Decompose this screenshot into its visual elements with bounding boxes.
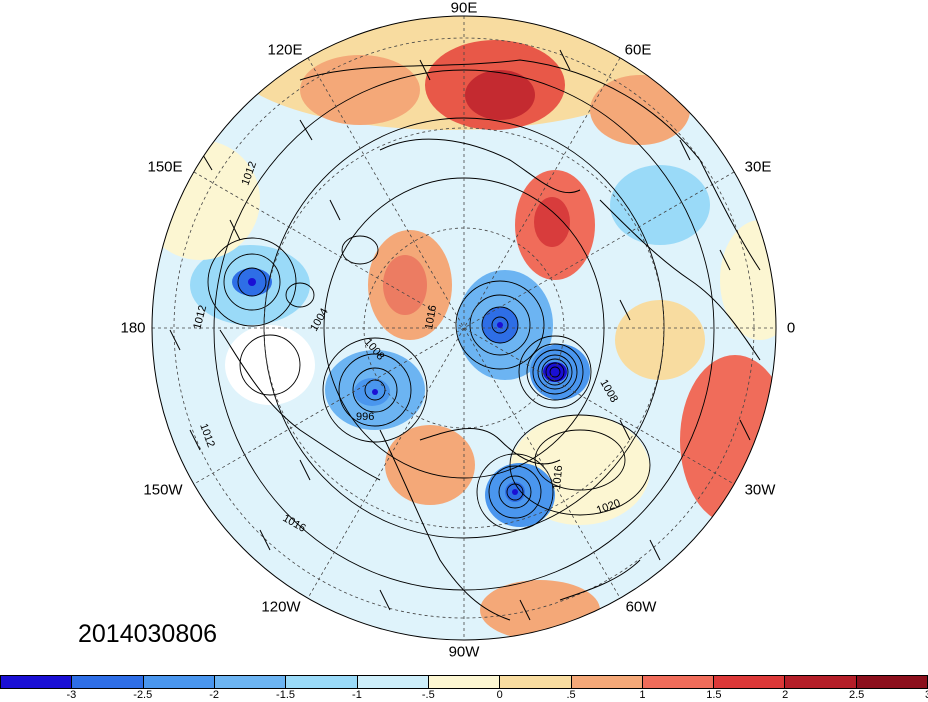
colorbar-cell [571,676,643,688]
colorbar-cell [642,676,715,688]
colorbar-cell [714,676,786,688]
colorbar-tick-label: -1.5 [276,689,296,701]
contour-label: 996 [356,411,374,423]
colorbar-cell [214,676,287,688]
lon-label-0: 0 [786,319,796,337]
colorbar-cell [286,676,358,688]
lon-label-120e: 120E [267,41,303,59]
colorbar-cell [856,676,928,688]
graticule [152,16,776,640]
colorbar-cell [357,676,429,688]
colorbar-tick-label: -3 [66,689,77,701]
colorbar-tick-label: -.5 [421,689,435,701]
lon-label-180: 180 [120,319,146,337]
lon-label-60w: 60W [625,598,657,616]
colorbar-tick-label: 2 [782,689,789,701]
colorbar-cell [72,676,144,688]
colorbar-cell [143,676,215,688]
lon-label-90w: 90W [448,643,480,661]
lon-label-120w: 120W [261,598,301,616]
lon-label-30w: 30W [744,481,776,499]
colorbar-tick-label: .5 [566,689,576,701]
colorbar-cell [785,676,857,688]
coastlines [219,59,761,621]
lon-label-150e: 150E [147,158,183,176]
wind-barbs [169,49,751,621]
colorbar-tick-label: 3 [925,689,928,701]
colorbar-cell [500,676,572,688]
lon-label-30e: 30E [744,158,772,176]
low-centers [248,278,559,495]
lon-label-150w: 150W [143,481,183,499]
map-border [151,15,777,641]
colorbar [0,675,928,689]
colorbar-cell [1,676,73,688]
contour-label: 1016 [551,465,565,490]
colorbar-cell [428,676,501,688]
colorbar-tick-label: 2.5 [848,689,865,701]
colorbar-tick-label: -2.5 [133,689,153,701]
contour-label: 1016 [423,304,439,330]
colorbar-tick-label: 0 [496,689,503,701]
colorbar-tick-label: 1.5 [706,689,722,701]
date-stamp: 2014030806 [78,620,218,648]
lon-label-60e: 60E [624,41,652,59]
lon-label-90e: 90E [450,0,478,17]
colorbar-tick-label: -1 [352,689,362,701]
colorbar-tick-label: -2 [209,689,220,701]
colorbar-tick-label: 1 [639,689,646,701]
